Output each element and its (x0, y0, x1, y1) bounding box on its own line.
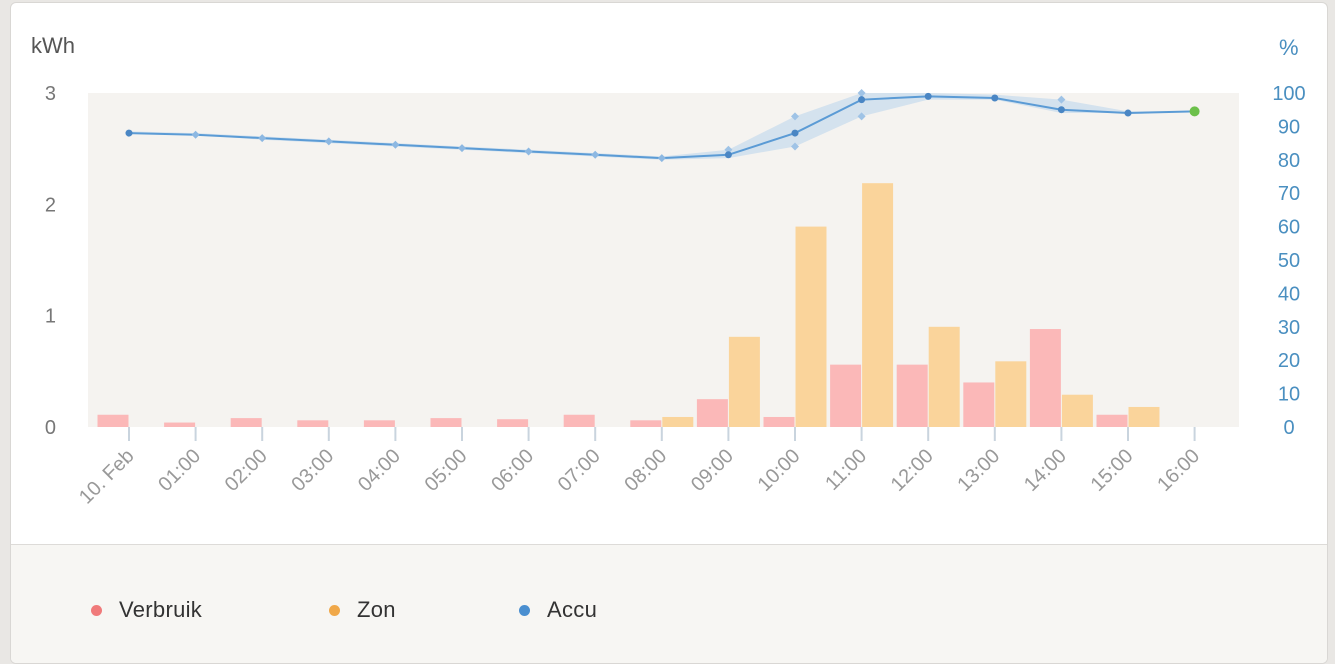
x-tick-label: 11:00 (821, 445, 871, 495)
chart-card: kWh % 0 1 2 3 0 10 20 30 40 50 60 70 80 90 100 10. Feb 0… (10, 2, 1328, 664)
right-tick-label: 90 (1278, 116, 1300, 138)
x-tick-label: 07:00 (554, 445, 605, 496)
accu-point (125, 129, 133, 137)
legend-item-accu[interactable]: Accu (519, 597, 597, 623)
legend-label-zon: Zon (357, 597, 396, 622)
accu-point (858, 96, 866, 104)
legend-dot-accu (519, 604, 530, 616)
chart-area: kWh % 0 1 2 3 0 10 20 30 40 50 60 70 80 90 100 10. Feb 0… (11, 3, 1327, 544)
accu-max-marker (791, 112, 799, 121)
bar-zon (995, 361, 1027, 427)
accu-max-marker (857, 89, 866, 97)
right-tick-label: 30 (1278, 317, 1300, 339)
x-tick-label: 09:00 (687, 445, 738, 496)
bar-verbruik (1029, 329, 1061, 427)
accu-max-marker (1057, 95, 1066, 104)
accu-point (391, 140, 400, 149)
bar-zon (1128, 406, 1160, 427)
x-tick-label: 04:00 (354, 445, 405, 496)
accu-point (724, 151, 732, 159)
legend-item-verbruik[interactable]: Verbruik (91, 597, 202, 623)
right-tick-label: 100 (1272, 83, 1305, 105)
right-axis-unit: % (1279, 35, 1299, 60)
x-tick-label: 10:00 (754, 445, 805, 496)
left-tick-label: 2 (45, 194, 56, 216)
bar-verbruik (297, 420, 329, 427)
right-tick-label: 70 (1278, 183, 1300, 205)
accu-point (991, 94, 999, 102)
right-tick-label: 80 (1278, 150, 1300, 172)
left-axis-unit: kWh (31, 33, 75, 58)
legend-item-zon[interactable]: Zon (329, 597, 396, 623)
bar-verbruik (497, 419, 529, 427)
x-tick-label: 15:00 (1087, 445, 1138, 496)
right-tick-label: 50 (1278, 250, 1300, 272)
chart-legend: Verbruik Zon Accu (11, 544, 1327, 663)
bar-verbruik (430, 418, 462, 427)
bar-zon (1061, 394, 1093, 427)
x-tick-label: 13:00 (953, 445, 1004, 496)
accu-min-marker (857, 112, 866, 121)
bar-verbruik (896, 364, 928, 427)
x-tick-label: 05:00 (421, 445, 472, 496)
x-tick-label: 10. Feb (75, 445, 139, 509)
legend-label-verbruik: Verbruik (119, 597, 203, 622)
bar-verbruik (97, 414, 129, 427)
bar-verbruik (830, 364, 862, 427)
bar-verbruik (563, 414, 595, 427)
accu-point (258, 134, 267, 143)
accu-point (924, 92, 932, 100)
accu-point (591, 150, 600, 159)
bar-verbruik (230, 418, 262, 427)
bar-verbruik (363, 420, 395, 427)
accu-min-marker (791, 142, 799, 151)
bar-verbruik (630, 420, 662, 427)
bar-verbruik (963, 382, 995, 427)
right-tick-label: 10 (1278, 384, 1300, 406)
bar-verbruik (1096, 414, 1128, 427)
x-tick-label: 08:00 (620, 445, 671, 496)
accu-current-point (1189, 106, 1200, 117)
bar-verbruik (164, 422, 196, 427)
x-tick-label: 06:00 (487, 445, 538, 496)
x-tick-label: 02:00 (221, 445, 272, 496)
accu-point (524, 147, 533, 156)
bar-zon (795, 226, 827, 427)
right-tick-label: 0 (1283, 417, 1294, 439)
legend-dot-zon (329, 604, 340, 616)
accu-max-marker (724, 145, 733, 154)
left-tick-label: 3 (45, 83, 56, 105)
x-tick-label: 01:00 (154, 445, 205, 496)
accu-point (1057, 106, 1065, 114)
x-tick-label: 14:00 (1020, 445, 1071, 496)
left-tick-label: 1 (45, 306, 56, 328)
x-tick-label: 12:00 (887, 445, 938, 496)
accu-point (657, 154, 666, 163)
bar-zon (728, 336, 760, 427)
bar-zon (928, 326, 960, 427)
plot-background (88, 93, 1239, 427)
bar-verbruik (763, 416, 795, 427)
x-tick-label: 03:00 (287, 445, 338, 496)
bar-zon (662, 416, 694, 427)
accu-point (791, 129, 799, 137)
right-tick-label: 60 (1278, 217, 1300, 239)
accu-point (191, 130, 200, 139)
accu-point (458, 144, 466, 153)
accu-point (324, 137, 333, 146)
left-tick-label: 0 (45, 417, 56, 439)
legend-label-accu: Accu (547, 597, 598, 622)
bar-verbruik (696, 399, 728, 427)
legend-dot-verbruik (91, 604, 102, 616)
right-tick-label: 20 (1278, 350, 1300, 372)
right-tick-label: 40 (1278, 283, 1300, 305)
x-tick-label: 16:00 (1153, 445, 1204, 496)
bar-zon (862, 183, 894, 427)
accu-point (1124, 109, 1132, 117)
